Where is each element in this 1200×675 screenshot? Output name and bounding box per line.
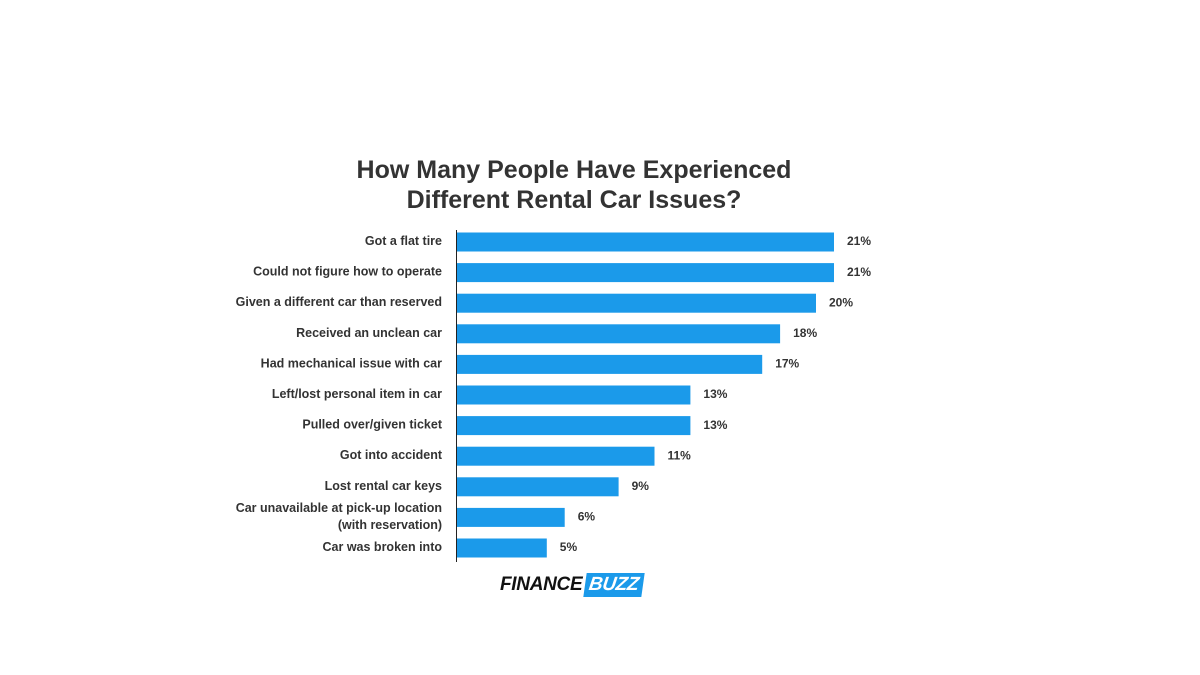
category-label-6: Pulled over/given ticket bbox=[302, 418, 442, 432]
category-label-0: Got a flat tire bbox=[365, 234, 442, 248]
value-label-4: 17% bbox=[775, 357, 799, 371]
chart-title: How Many People Have Experienced Differe… bbox=[300, 155, 848, 215]
value-label-10: 5% bbox=[560, 540, 578, 554]
category-label-10: Car was broken into bbox=[323, 540, 443, 554]
category-label-5: Left/lost personal item in car bbox=[272, 387, 442, 401]
bar-5 bbox=[457, 385, 691, 405]
value-label-3: 18% bbox=[793, 326, 817, 340]
category-label-7: Got into accident bbox=[340, 448, 443, 462]
category-label-8: Lost rental car keys bbox=[325, 479, 442, 493]
category-label-9: Car unavailable at pick-up location (with… bbox=[236, 501, 442, 532]
value-label-8: 9% bbox=[632, 479, 650, 493]
bar-0 bbox=[457, 232, 834, 252]
bar-3 bbox=[457, 324, 781, 344]
category-label-1: Could not figure how to operate bbox=[253, 265, 442, 279]
bar-10 bbox=[457, 538, 547, 558]
chart-title-line-1: How Many People Have Experienced bbox=[356, 156, 792, 184]
category-label-2: Given a different car than reserved bbox=[236, 295, 442, 309]
value-label-7: 11% bbox=[668, 448, 692, 462]
value-label-1: 21% bbox=[847, 265, 871, 279]
bar-9 bbox=[457, 507, 565, 527]
logo-text-buzz: BUZZ bbox=[583, 573, 646, 597]
value-label-6: 13% bbox=[703, 418, 727, 432]
bars-layer: Got a flat tire 21% Could not figure how t… bbox=[236, 232, 871, 558]
bar-7 bbox=[457, 446, 655, 466]
value-label-5: 13% bbox=[703, 387, 727, 401]
bar-2 bbox=[457, 293, 816, 313]
bar-1 bbox=[457, 263, 834, 283]
bar-4 bbox=[457, 354, 763, 374]
logo-text-finance: FINANCE bbox=[500, 574, 583, 595]
category-label-3: Received an unclean car bbox=[296, 326, 442, 340]
financebuzz-logo: FINANCE BUZZ bbox=[500, 572, 646, 598]
bar-8 bbox=[457, 477, 619, 497]
value-label-9: 6% bbox=[578, 510, 596, 524]
bar-6 bbox=[457, 416, 691, 436]
value-label-2: 20% bbox=[829, 295, 853, 309]
category-label-4: Had mechanical issue with car bbox=[261, 357, 442, 371]
value-label-0: 21% bbox=[847, 234, 871, 248]
chart-title-line-2: Different Rental Car Issues? bbox=[406, 186, 742, 214]
